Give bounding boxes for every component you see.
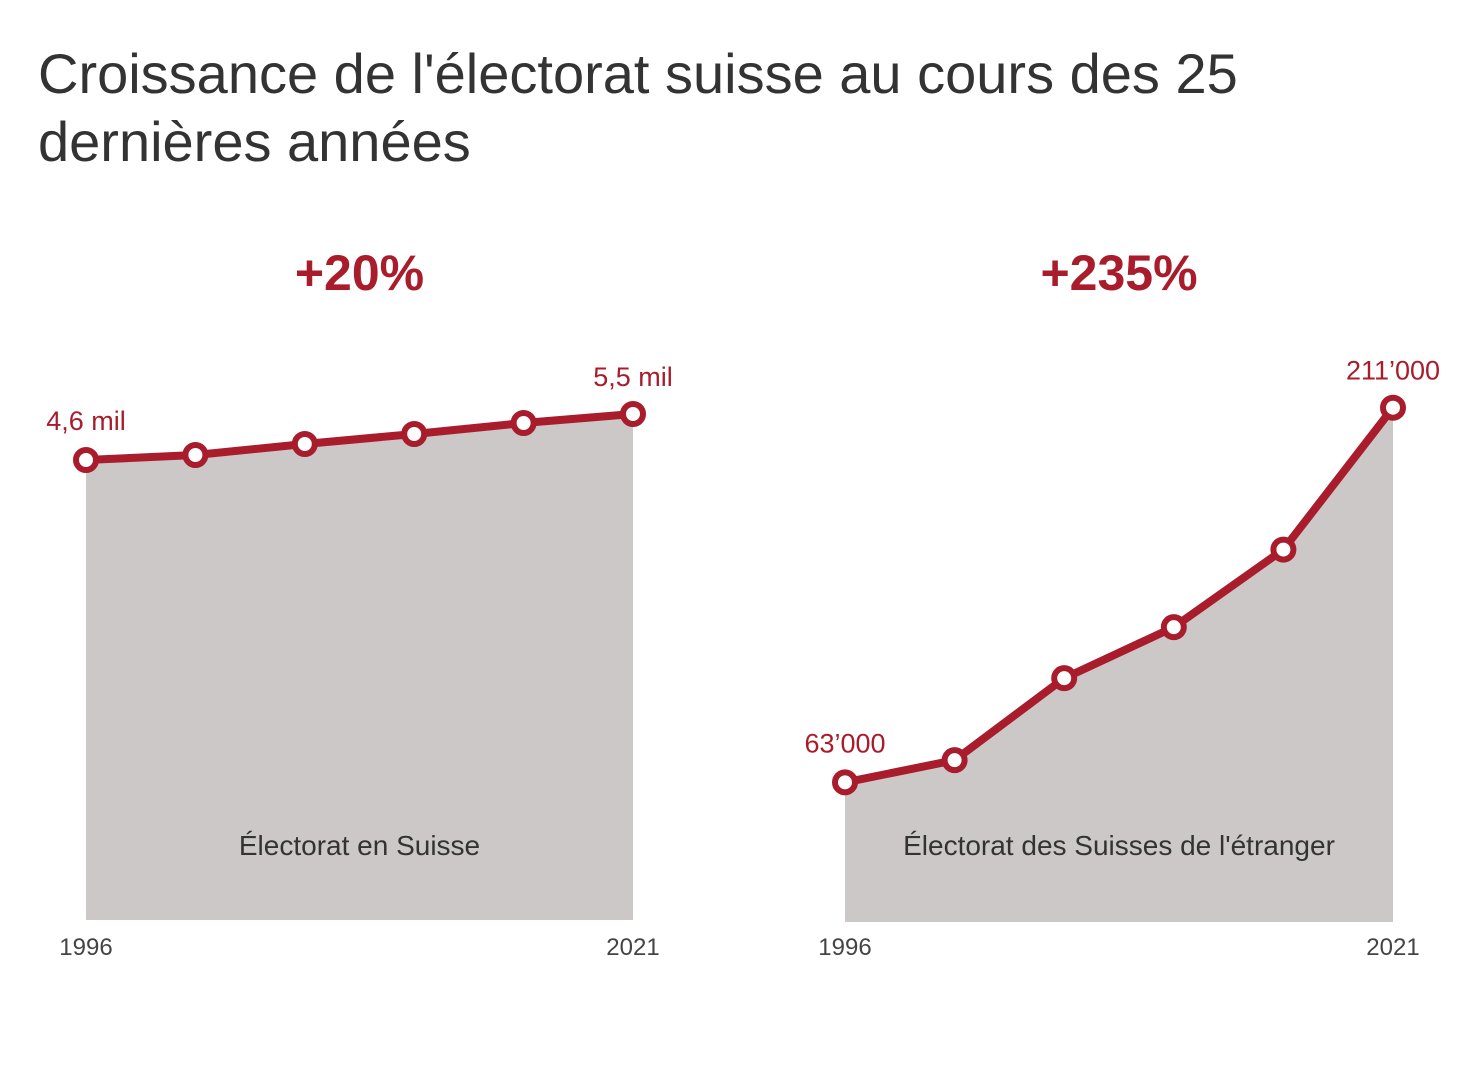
- data-point-etranger-2006: [1051, 665, 1078, 692]
- data-point-suisse-2006: [291, 431, 318, 457]
- points-electorat-etranger: [832, 394, 1406, 796]
- points-electorat-suisse: [73, 401, 646, 473]
- series-name-etranger: Électorat des Suisses de l'étranger: [903, 830, 1335, 861]
- end-value-label-suisse: 5,5 mil: [593, 362, 673, 392]
- x-tick-end-suisse: 2021: [606, 934, 659, 961]
- data-point-suisse-2001: [182, 442, 209, 468]
- data-point-etranger-2011: [1160, 614, 1187, 641]
- x-tick-start-etranger: 1996: [818, 934, 871, 961]
- data-point-suisse-2011: [401, 421, 428, 447]
- x-tick-start-suisse: 1996: [59, 934, 112, 961]
- data-point-suisse-2021: [620, 401, 646, 427]
- growth-label-suisse: +20%: [295, 245, 424, 301]
- data-point-suisse-2016: [510, 410, 537, 436]
- data-point-etranger-2001: [941, 747, 968, 774]
- line-electorat-suisse: [82, 410, 637, 464]
- data-point-etranger-1996: [832, 769, 858, 796]
- chart-electorat-suisse: +20% 4,6 mil 5,5 mil Électorat en Suisse…: [46, 245, 673, 961]
- growth-label-etranger: +235%: [1040, 245, 1197, 301]
- series-name-suisse: Électorat en Suisse: [239, 830, 480, 861]
- x-tick-end-etranger: 2021: [1366, 934, 1419, 961]
- area-electorat-etranger: [845, 407, 1393, 922]
- start-value-label-etranger: 63’000: [804, 728, 885, 758]
- chart-title: Croissance de l'électorat suisse au cour…: [38, 42, 1238, 173]
- end-value-label-etranger: 211’000: [1346, 356, 1440, 386]
- chart-electorat-etranger: +235% 63’000 211’000 Électorat des Suiss…: [804, 245, 1440, 961]
- data-point-etranger-2021: [1380, 394, 1406, 421]
- area-electorat-suisse: [86, 414, 633, 920]
- line-electorat-etranger: [841, 403, 1397, 787]
- data-point-suisse-1996: [73, 447, 99, 473]
- data-point-etranger-2016: [1270, 536, 1297, 563]
- start-value-label-suisse: 4,6 mil: [46, 406, 126, 436]
